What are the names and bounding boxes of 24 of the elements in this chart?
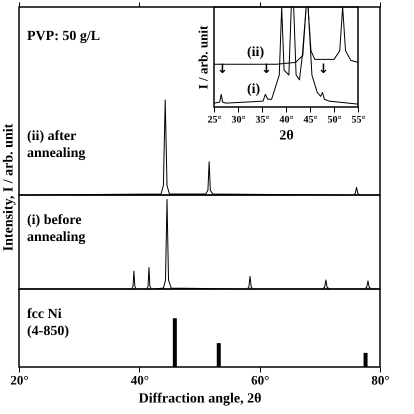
- x-tick-label: 50°: [328, 114, 342, 126]
- text: (ii) after annealing: [27, 129, 86, 161]
- series-label: (i): [247, 82, 261, 97]
- series-label: (ii): [247, 45, 264, 60]
- x-tick-label: 45°: [304, 114, 318, 126]
- y-axis-title: I / arb. unit: [196, 25, 210, 90]
- x-tick-label: 30°: [232, 114, 246, 126]
- x-tick-label: 40°: [130, 372, 149, 388]
- text: PVP: 50 g/L: [27, 29, 100, 44]
- x-axis-title: Diffraction angle, 2θ: [138, 392, 262, 406]
- x-tick-label: 80°: [371, 372, 390, 388]
- x-tick-label: 40°: [280, 114, 294, 126]
- x-tick-label: 60°: [251, 372, 270, 388]
- x-tick-label: 20°: [10, 372, 29, 388]
- x-tick-label: 55°: [352, 114, 366, 126]
- annotation: ↓: [318, 62, 329, 77]
- x-tick-label: 35°: [256, 114, 270, 126]
- annotation: ↓: [261, 62, 272, 77]
- y-axis-title: Intensity, I / arb. unit: [2, 123, 16, 252]
- x-axis-title: 2θ: [279, 128, 294, 144]
- annotation: ↓: [217, 62, 228, 77]
- x-tick-label: 25°: [208, 114, 222, 126]
- annotation: fcc Ni (4-850): [27, 307, 70, 339]
- text: (i) before annealing: [27, 213, 86, 245]
